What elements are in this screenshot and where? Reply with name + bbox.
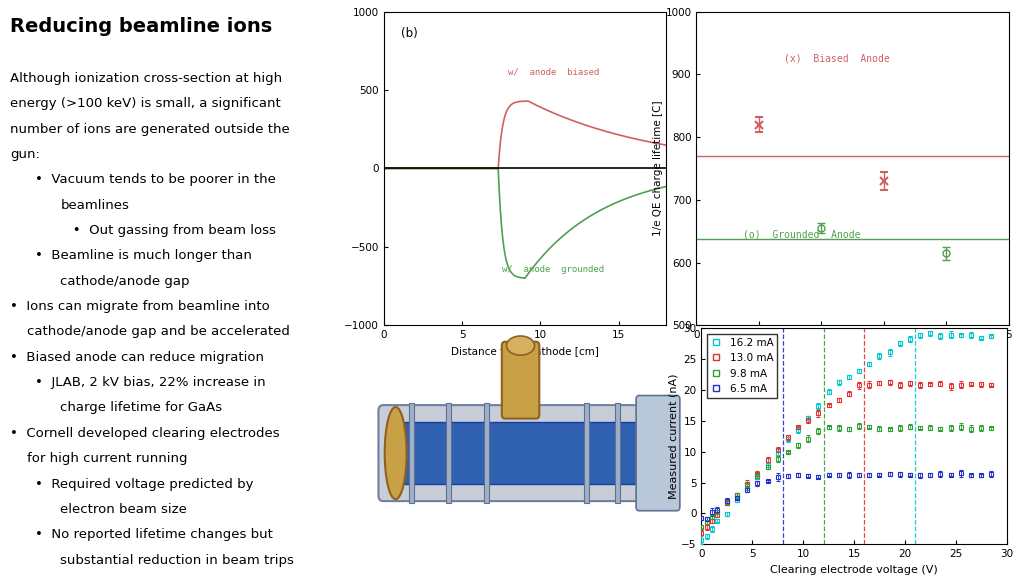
Text: •  Ions can migrate from beamline into: • Ions can migrate from beamline into [10, 300, 270, 313]
Bar [584, 403, 589, 503]
Text: w/  anode  biased: w/ anode biased [508, 67, 599, 76]
Y-axis label: 1/e QE charge lifetime [C]: 1/e QE charge lifetime [C] [652, 101, 663, 236]
Text: (o)  Grounded  Anode: (o) Grounded Anode [743, 230, 860, 240]
Text: charge lifetime for GaAs: charge lifetime for GaAs [60, 401, 222, 415]
Text: electron beam size: electron beam size [60, 503, 187, 516]
Bar [614, 403, 620, 503]
Text: cathode/anode gap and be accelerated: cathode/anode gap and be accelerated [10, 325, 290, 339]
Bar [483, 403, 488, 503]
Bar [409, 403, 414, 503]
Text: •  Biased anode can reduce migration: • Biased anode can reduce migration [10, 351, 264, 364]
Text: for high current running: for high current running [10, 452, 187, 465]
FancyBboxPatch shape [636, 396, 680, 511]
Text: •  Required voltage predicted by: • Required voltage predicted by [35, 478, 254, 491]
Text: cathode/anode gap: cathode/anode gap [60, 275, 189, 288]
FancyBboxPatch shape [502, 342, 540, 419]
Text: energy (>100 keV) is small, a significant: energy (>100 keV) is small, a significan… [10, 97, 281, 111]
Text: gun:: gun: [10, 148, 40, 161]
Text: substantial reduction in beam trips: substantial reduction in beam trips [60, 554, 294, 567]
Bar [446, 403, 452, 503]
Text: •  No reported lifetime changes but: • No reported lifetime changes but [35, 528, 273, 541]
Ellipse shape [507, 336, 535, 355]
Ellipse shape [638, 451, 653, 497]
Text: w/  anode  grounded: w/ anode grounded [502, 265, 604, 274]
Text: (b): (b) [401, 26, 418, 40]
X-axis label: Clearing electrode voltage (V): Clearing electrode voltage (V) [770, 564, 938, 575]
Text: •  Out gassing from beam loss: • Out gassing from beam loss [60, 224, 276, 237]
Ellipse shape [385, 407, 407, 499]
Text: •  JLAB, 2 kV bias, 22% increase in: • JLAB, 2 kV bias, 22% increase in [35, 376, 266, 389]
Text: Although ionization cross-section at high: Although ionization cross-section at hig… [10, 72, 283, 85]
Text: (x)  Biased  Anode: (x) Biased Anode [783, 54, 890, 64]
Text: •  Vacuum tends to be poorer in the: • Vacuum tends to be poorer in the [35, 173, 276, 187]
Text: •  Cornell developed clearing electrodes: • Cornell developed clearing electrodes [10, 427, 280, 440]
Text: •  Beamline is much longer than: • Beamline is much longer than [35, 249, 252, 263]
Legend: 16.2 mA, 13.0 mA, 9.8 mA, 6.5 mA: 16.2 mA, 13.0 mA, 9.8 mA, 6.5 mA [707, 334, 777, 399]
Text: Reducing beamline ions: Reducing beamline ions [10, 17, 272, 36]
X-axis label: Run Number: Run Number [820, 346, 885, 356]
FancyBboxPatch shape [379, 405, 663, 501]
FancyBboxPatch shape [398, 422, 642, 484]
Y-axis label: Measured current (nA): Measured current (nA) [669, 374, 679, 499]
Text: beamlines: beamlines [60, 199, 129, 212]
Text: number of ions are generated outside the: number of ions are generated outside the [10, 123, 290, 136]
X-axis label: Distance from Cathode [cm]: Distance from Cathode [cm] [451, 346, 599, 356]
